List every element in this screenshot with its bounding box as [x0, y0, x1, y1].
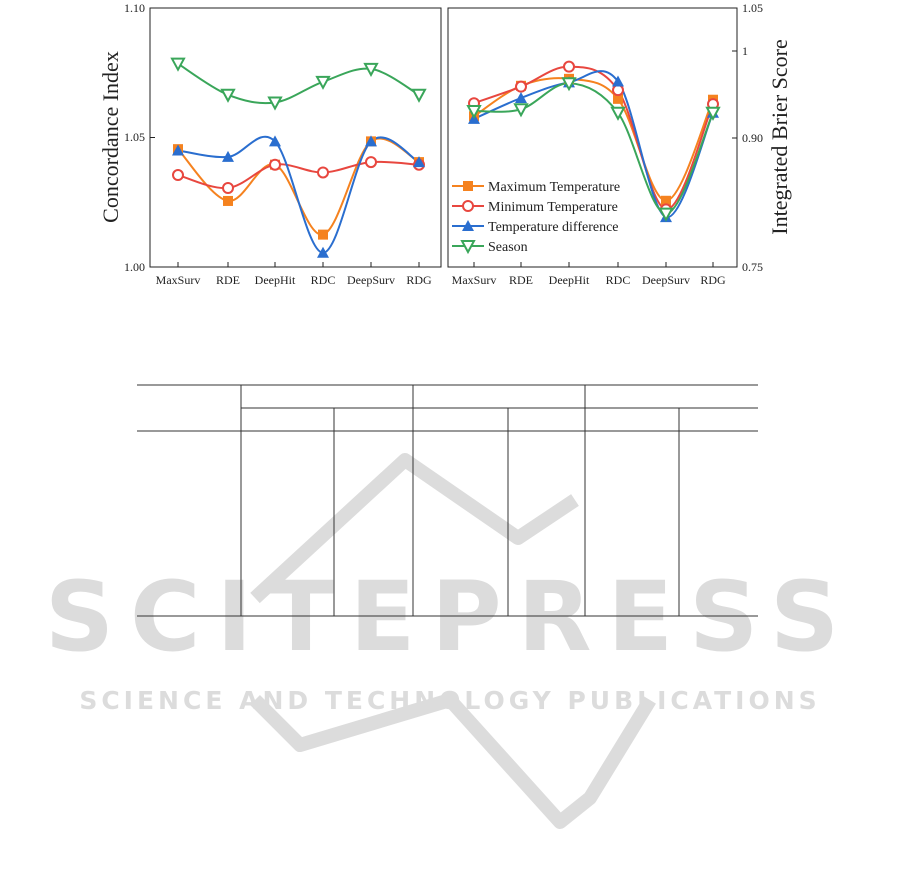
left-series-layer [170, 57, 427, 258]
right-ytick-1: 1 [742, 44, 748, 58]
left-point-1-2 [269, 158, 281, 171]
legend-label: Maximum Temperature [488, 180, 620, 195]
left-point-3-4 [363, 62, 379, 77]
left-ytick-mid: 1.05 [124, 130, 145, 144]
right-point-2-3 [612, 75, 624, 87]
right-point-3-3 [610, 106, 626, 121]
left-point-3-1 [220, 88, 236, 103]
right-point-3-4 [658, 207, 674, 222]
left-xtick-label: RDE [216, 273, 240, 287]
watermark-swoosh [250, 453, 656, 829]
legend-marker [462, 200, 474, 212]
watermark-logo: SCITEPRESS [45, 561, 855, 673]
left-point-3-0 [170, 57, 186, 72]
right-point-1-2 [563, 60, 575, 73]
right-xtick-label: RDE [509, 273, 533, 287]
legend-label: Temperature difference [488, 220, 619, 235]
left-point-0-1 [223, 195, 233, 206]
left-point-2-1 [222, 150, 234, 162]
right-point-3-5 [705, 106, 721, 121]
left-point-1-1 [222, 182, 234, 195]
legend-marker [463, 181, 473, 191]
right-ytick-075: 0.75 [742, 260, 763, 274]
legend-label: Minimum Temperature [488, 200, 618, 215]
left-point-2-5 [413, 156, 425, 168]
right-xtick-label: DeepSurv [642, 273, 690, 287]
left-ytick-bottom: 1.00 [124, 260, 145, 274]
legend-label: Season [488, 240, 528, 255]
right-ytick-105: 1.05 [742, 1, 763, 15]
watermark-tagline: SCIENCE AND TECHNOLOGY PUBLICATIONS [79, 686, 820, 715]
left-ytick-top: 1.10 [124, 1, 145, 15]
left-ylabel: Concordance Index [98, 51, 123, 223]
figure: 1.10 1.05 1.00 Concordance Index 1.05 1 … [98, 1, 792, 287]
right-point-0-3 [613, 93, 623, 104]
left-point-3-2 [267, 96, 283, 111]
right-xtick-labels: MaxSurv RDE DeepHit RDC DeepSurv RDG [452, 262, 726, 287]
left-xtick-label: MaxSurv [156, 273, 201, 287]
right-ylabel: Integrated Brier Score [767, 39, 792, 234]
right-point-2-1 [515, 91, 527, 103]
right-point-3-2 [561, 77, 577, 92]
legend: Maximum Temperature Minimum Temperature Te… [452, 180, 620, 255]
left-point-3-5 [411, 88, 427, 103]
right-ytick-090: 0.90 [742, 131, 763, 145]
left-point-2-0 [172, 144, 184, 156]
left-xtick-label: DeepHit [255, 273, 296, 287]
left-xtick-labels: MaxSurv RDE DeepHit RDC DeepSurv RDG [156, 262, 432, 287]
right-point-3-0 [466, 105, 482, 120]
left-point-3-3 [315, 75, 331, 90]
legend-marker [462, 220, 474, 231]
left-point-1-3 [317, 166, 329, 179]
left-point-2-3 [317, 246, 329, 258]
right-point-3-1 [513, 103, 529, 118]
left-point-2-4 [365, 135, 377, 147]
left-xtick-label: RDG [406, 273, 432, 287]
left-xtick-label: DeepSurv [347, 273, 395, 287]
left-point-2-2 [269, 135, 281, 147]
left-point-0-3 [318, 229, 328, 240]
legend-marker [460, 240, 476, 255]
right-point-1-1 [515, 80, 527, 93]
right-xtick-label: DeepHit [549, 273, 590, 287]
left-point-1-4 [365, 156, 377, 169]
right-xtick-label: RDC [606, 273, 631, 287]
left-point-1-0 [172, 169, 184, 182]
left-xtick-label: RDC [311, 273, 336, 287]
right-xtick-label: MaxSurv [452, 273, 497, 287]
right-series-layer [466, 60, 721, 223]
right-point-0-4 [661, 195, 671, 206]
right-xtick-label: RDG [700, 273, 726, 287]
